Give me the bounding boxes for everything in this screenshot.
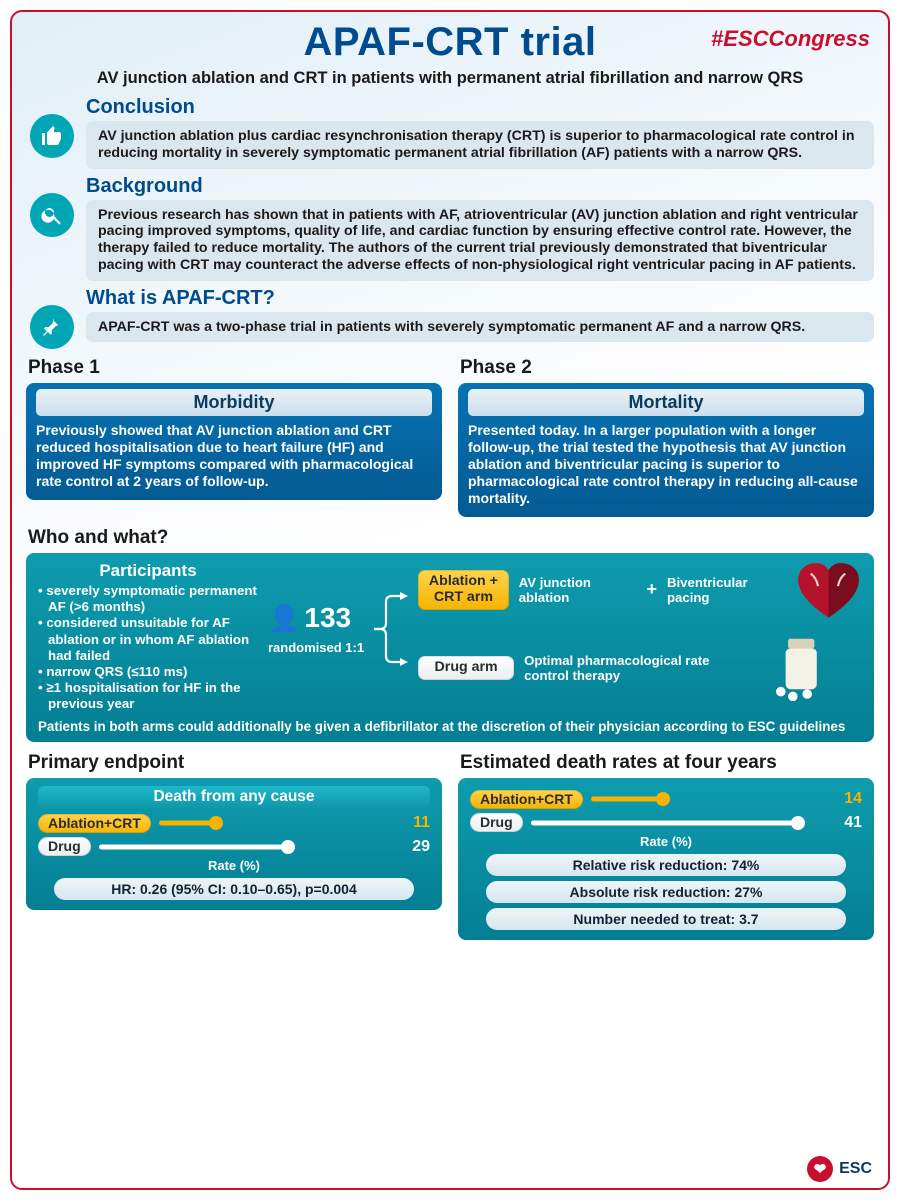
phase1-label: Phase 1 [28, 357, 442, 379]
arm-ablation-row: Ablation + CRT arm AV junction ablation … [418, 561, 862, 619]
estimated-heading: Estimated death rates at four years [460, 752, 874, 774]
phases: Phase 1 Morbidity Previously showed that… [26, 355, 874, 517]
randomisation: 👤 133 randomised 1:1 Ablation + CRT arm … [268, 561, 862, 697]
bar-label: Drug [38, 837, 91, 856]
rate-label: Rate (%) [470, 834, 862, 849]
bar-row: Ablation+CRT 14 [470, 790, 862, 809]
phase1-header: Morbidity [36, 389, 432, 416]
arm2-pill: Drug arm [418, 656, 514, 680]
list-item: ≥1 hospitalisation for HF in the previou… [38, 680, 258, 712]
list-item: considered unsuitable for AF ablation or… [38, 615, 258, 664]
bar-value: 11 [400, 814, 430, 832]
n-block: 👤 133 [268, 602, 362, 634]
primary-title: Death from any cause [38, 786, 430, 808]
primary-heading: Primary endpoint [28, 752, 442, 774]
section-what: What is APAF-CRT? APAF-CRT was a two-pha… [86, 287, 874, 349]
participants: Participants severely symptomatic perman… [38, 561, 258, 713]
page-title: APAF-CRT trial [304, 20, 597, 65]
bar-label: Ablation+CRT [470, 790, 583, 809]
arm1-desc-a: AV junction ablation [519, 575, 637, 605]
who-heading: Who and what? [28, 527, 874, 549]
list-item: severely symptomatic permanent AF (>6 mo… [38, 583, 258, 615]
bar-label: Ablation+CRT [38, 814, 151, 833]
primary-bars: Ablation+CRT 11 Drug 29 [38, 814, 430, 857]
logo-text: ESC [839, 1160, 872, 1178]
rate-label: Rate (%) [38, 858, 430, 873]
plus-icon: + [646, 579, 657, 600]
estimated-bars: Ablation+CRT 14 Drug 41 [470, 790, 862, 833]
what-heading: What is APAF-CRT? [86, 287, 874, 310]
bar-track [531, 820, 824, 826]
conclusion-text: AV junction ablation plus cardiac resync… [86, 121, 874, 169]
phase1-box: Morbidity Previously showed that AV junc… [26, 383, 442, 500]
background-heading: Background [86, 175, 874, 198]
participants-list: severely symptomatic permanent AF (>6 mo… [38, 583, 258, 713]
phase2-label: Phase 2 [460, 357, 874, 379]
conclusion-heading: Conclusion [86, 96, 874, 119]
bar-track [99, 844, 392, 850]
bar-track [591, 796, 824, 802]
bar-row: Drug 41 [470, 813, 862, 832]
person-icon: 👤 [268, 605, 300, 631]
phase2-box: Mortality Presented today. In a larger p… [458, 383, 874, 517]
n-value: 133 [304, 602, 351, 634]
bar-value: 29 [400, 838, 430, 856]
arm2-desc: Optimal pharmacological rate control the… [524, 653, 754, 683]
arm1-pill: Ablation + CRT arm [418, 570, 509, 609]
bar-label: Drug [470, 813, 523, 832]
bar-row: Ablation+CRT 11 [38, 814, 430, 833]
bar-value: 14 [832, 790, 862, 808]
bar-row: Drug 29 [38, 837, 430, 856]
pill-bottle-icon [764, 639, 836, 697]
participants-title: Participants [38, 561, 258, 581]
who-box: Participants severely symptomatic perman… [26, 553, 874, 742]
who-footnote: Patients in both arms could additionally… [38, 719, 862, 734]
bar-track [159, 820, 392, 826]
stat-rrr: Relative risk reduction: 74% [486, 854, 847, 876]
primary-box: Death from any cause Ablation+CRT 11 Drug 2… [26, 778, 442, 911]
thumbs-up-icon [30, 114, 74, 158]
list-item: narrow QRS (≤110 ms) [38, 664, 258, 680]
stat-nnt: Number needed to treat: 3.7 [486, 908, 847, 930]
esc-logo: ❤ ESC [807, 1156, 872, 1182]
heart-icon [795, 561, 862, 619]
stat-arr: Absolute risk reduction: 27% [486, 881, 847, 903]
background-text: Previous research has shown that in pati… [86, 200, 874, 281]
hashtag: #ESCCongress [711, 26, 870, 52]
randomised-label: randomised 1:1 [268, 640, 364, 655]
bar-value: 41 [832, 814, 862, 832]
arm1-desc-b: Biventricular pacing [667, 575, 785, 605]
section-conclusion: Conclusion AV junction ablation plus car… [86, 96, 874, 169]
primary-stat: HR: 0.26 (95% CI: 0.10–0.65), p=0.004 [54, 878, 415, 900]
infographic-frame: APAF-CRT trial #ESCCongress AV junction … [10, 10, 890, 1190]
what-text: APAF-CRT was a two-phase trial in patien… [86, 312, 874, 343]
subtitle: AV junction ablation and CRT in patients… [26, 69, 874, 88]
split-arrows-icon [370, 574, 412, 684]
pin-icon [30, 305, 74, 349]
phase2-text: Presented today. In a larger population … [468, 422, 864, 507]
arm-drug-row: Drug arm Optimal pharmacological rate co… [418, 639, 862, 697]
heart-logo-icon: ❤ [807, 1156, 833, 1182]
phase2-header: Mortality [468, 389, 864, 416]
phase1-text: Previously showed that AV junction ablat… [36, 422, 432, 490]
section-background: Background Previous research has shown t… [86, 175, 874, 281]
estimated-box: Ablation+CRT 14 Drug 41 Rate (%) Relative r… [458, 778, 874, 941]
magnifier-icon [30, 193, 74, 237]
header: APAF-CRT trial #ESCCongress [26, 20, 874, 65]
